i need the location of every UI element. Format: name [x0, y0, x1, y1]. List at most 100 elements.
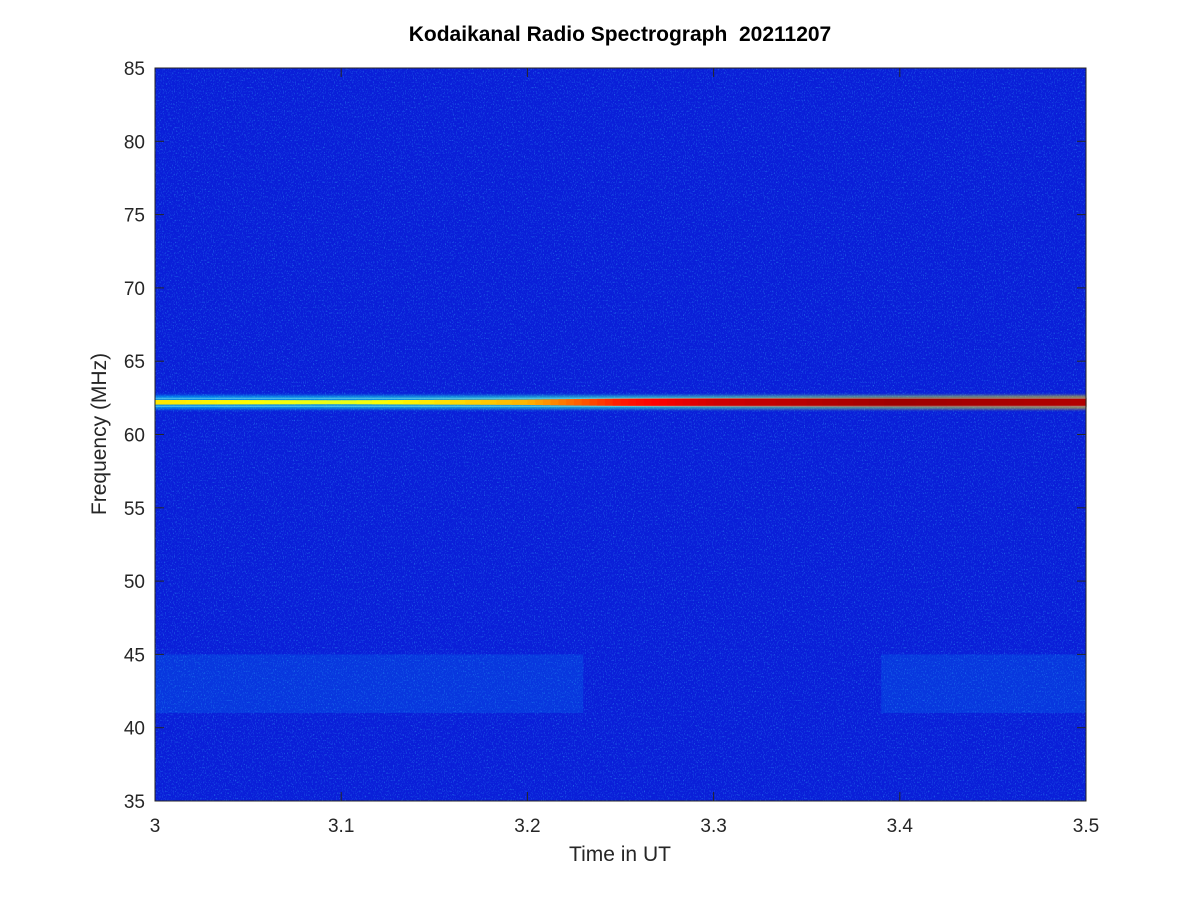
emission-line-segment [636, 398, 645, 407]
emission-line-segment [597, 398, 606, 406]
x-axis: 3 3.1 3.2 3.3 3.4 3.5 [150, 68, 1099, 837]
x-tick-label: 3 [150, 816, 161, 837]
emission-line-segment [977, 397, 994, 407]
emission-line-segment [628, 398, 637, 407]
y-tick-label: 65 [124, 352, 145, 373]
x-axis-label: Time in UT [569, 843, 671, 866]
emission-line-segment [511, 399, 528, 405]
broadband-enhancement-region-1 [155, 654, 584, 714]
emission-line-segment [542, 399, 552, 406]
x-tick-label: 3.3 [700, 816, 726, 837]
emission-line-segment [760, 397, 777, 407]
emission-line-segment [651, 398, 660, 407]
emission-line-segment [310, 400, 327, 405]
emission-line-segment [729, 397, 746, 407]
emission-line-segment [899, 397, 916, 407]
emission-line-segment [581, 398, 591, 406]
emission-line-segment [1070, 397, 1087, 407]
emission-line-segment [418, 399, 435, 405]
emission-line-segment [930, 397, 947, 407]
spectrogram-noise-texture [155, 68, 1086, 801]
emission-line-segment [550, 399, 560, 406]
emission-line-segment [915, 397, 932, 407]
emission-line-segment [1008, 397, 1025, 407]
y-axis: 35 40 45 50 55 60 65 70 75 80 85 [124, 59, 1086, 813]
emission-line-segment [868, 397, 885, 407]
emission-line-segment [674, 398, 684, 407]
emission-line-segment [496, 399, 513, 405]
emission-line-segment [248, 400, 265, 405]
emission-line-segment [566, 399, 575, 406]
emission-line-segment [659, 398, 668, 407]
emission-line-segment [992, 397, 1010, 407]
emission-line-segment [853, 397, 870, 407]
emission-line-segment [604, 398, 614, 406]
emission-line-segment [946, 397, 963, 407]
emission-line-segment [822, 397, 839, 407]
y-tick-label: 60 [124, 426, 145, 447]
emission-line-segment [573, 398, 583, 406]
emission-line-segment [403, 399, 420, 405]
emission-line-segment [643, 398, 653, 407]
broadband-enhancement-region-2 [881, 654, 1086, 714]
emission-line-segment [535, 399, 544, 406]
emission-line-segment [434, 399, 451, 405]
x-tick-label: 3.2 [514, 816, 540, 837]
emission-line-segment [558, 399, 567, 406]
y-tick-label: 35 [124, 792, 145, 813]
emission-line-segment [690, 398, 699, 407]
y-tick-label: 70 [124, 279, 145, 300]
emission-line-segment [186, 399, 203, 405]
emission-line-segment [232, 400, 249, 405]
emission-line-segment [372, 400, 389, 405]
emission-line-segment [480, 399, 497, 405]
x-tick-label: 3.5 [1073, 816, 1099, 837]
emission-line-segment [791, 397, 808, 407]
y-axis-label: Frequency (MHz) [88, 353, 111, 515]
emission-line-segment [279, 400, 296, 405]
emission-line-segment [170, 399, 187, 405]
emission-line-segment [1054, 397, 1072, 407]
emission-line-segment [837, 397, 854, 407]
emission-line-segment [155, 399, 172, 405]
emission-line-segment [775, 397, 792, 407]
emission-line-segment [465, 399, 482, 405]
y-tick-label: 45 [124, 645, 145, 666]
spectrogram-features [155, 395, 1087, 714]
y-tick-label: 85 [124, 59, 145, 80]
emission-line-segment [1023, 397, 1041, 407]
emission-line-segment [263, 400, 280, 405]
emission-line-segment [1039, 397, 1056, 407]
chart-title: Kodaikanal Radio Spectrograph 20211207 [409, 23, 832, 46]
emission-line-segment [682, 398, 691, 407]
y-tick-label: 55 [124, 499, 145, 520]
emission-line-segment [201, 400, 218, 405]
emission-line-segment [325, 400, 342, 405]
emission-line-segment [589, 398, 598, 406]
emission-line-segment [612, 398, 622, 406]
emission-line-segment [806, 397, 823, 407]
emission-line-segment [356, 400, 373, 405]
y-tick-label: 75 [124, 206, 145, 227]
x-tick-label: 3.1 [328, 816, 354, 837]
emission-line-segment [620, 398, 629, 407]
emission-line-segment [744, 397, 761, 407]
emission-line-segment [961, 397, 978, 407]
emission-line-segment [698, 398, 707, 407]
emission-line-segment [884, 397, 901, 407]
emission-line-segment [713, 397, 730, 407]
spectrogram-plot-area [154, 67, 1087, 802]
emission-line-segment [294, 400, 311, 405]
emission-line-segment [527, 399, 536, 405]
emission-line-segment [705, 398, 715, 407]
y-tick-label: 80 [124, 132, 145, 153]
emission-line-segment [341, 400, 358, 405]
emission-line-segment [217, 400, 234, 405]
emission-line-segment [387, 400, 404, 405]
x-tick-label: 3.4 [887, 816, 914, 837]
y-tick-label: 40 [124, 719, 145, 740]
y-tick-label: 50 [124, 572, 145, 593]
emission-line-segment [667, 398, 676, 407]
emission-line-segment [449, 399, 466, 405]
